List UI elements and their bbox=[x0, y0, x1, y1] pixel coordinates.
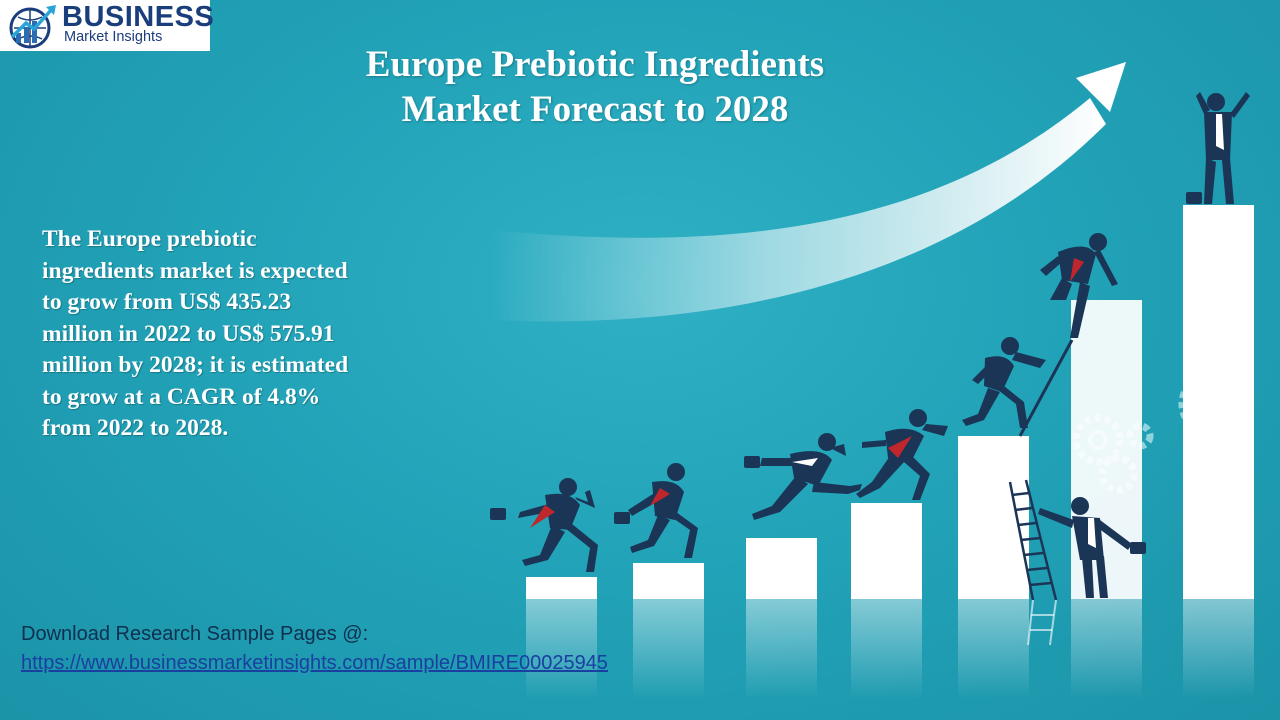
step-reflections bbox=[526, 599, 1254, 699]
summary-line: to grow at a CAGR of 4.8% bbox=[42, 383, 321, 410]
standing-figure-8 bbox=[1038, 497, 1146, 598]
step-bar bbox=[958, 436, 1029, 599]
running-figure-1 bbox=[490, 478, 598, 572]
step-bar bbox=[526, 577, 597, 599]
ladder-icon bbox=[1008, 479, 1058, 601]
leaping-figure-3 bbox=[744, 433, 862, 520]
climbing-figure-5 bbox=[962, 337, 1046, 428]
summary-line: to grow from US$ 435.23 bbox=[42, 289, 292, 315]
running-figure-4 bbox=[856, 409, 948, 500]
summary-line: from 2022 to 2028. bbox=[42, 415, 229, 441]
sample-download-link[interactable]: https://www.businessmarketinsights.com/s… bbox=[21, 652, 608, 674]
logo: BUSINESS Market Insights bbox=[0, 0, 214, 51]
page-title: Europe Prebiotic Ingredients Market Fore… bbox=[250, 42, 940, 132]
running-figure-2 bbox=[614, 463, 698, 558]
step-bar bbox=[746, 538, 817, 599]
growth-arrow bbox=[490, 62, 1126, 322]
summary-line: million in 2022 to US$ 575.91 bbox=[42, 320, 335, 347]
businessperson-figures bbox=[490, 92, 1250, 598]
download-label: Download Research Sample Pages @: bbox=[21, 623, 369, 645]
climbing-figure-6 bbox=[1040, 233, 1118, 338]
step-bar bbox=[633, 563, 704, 599]
summary-line: The Europe prebiotic bbox=[42, 226, 257, 252]
winner-figure-7 bbox=[1186, 92, 1250, 204]
step-bar bbox=[1183, 205, 1254, 599]
market-summary: The Europe prebiotic ingredients market … bbox=[42, 224, 417, 445]
logo-name: BUSINESS bbox=[62, 1, 215, 33]
step-bar bbox=[851, 503, 922, 599]
summary-line: ingredients market is expected bbox=[42, 257, 348, 284]
globe-chart-logo-icon bbox=[9, 5, 56, 49]
logo-tagline: Market Insights bbox=[64, 29, 163, 45]
title-line-2: Market Forecast to 2028 bbox=[401, 89, 789, 130]
summary-line: million by 2028; it is estimated bbox=[42, 352, 349, 378]
title-line-1: Europe Prebiotic Ingredients bbox=[365, 44, 825, 85]
